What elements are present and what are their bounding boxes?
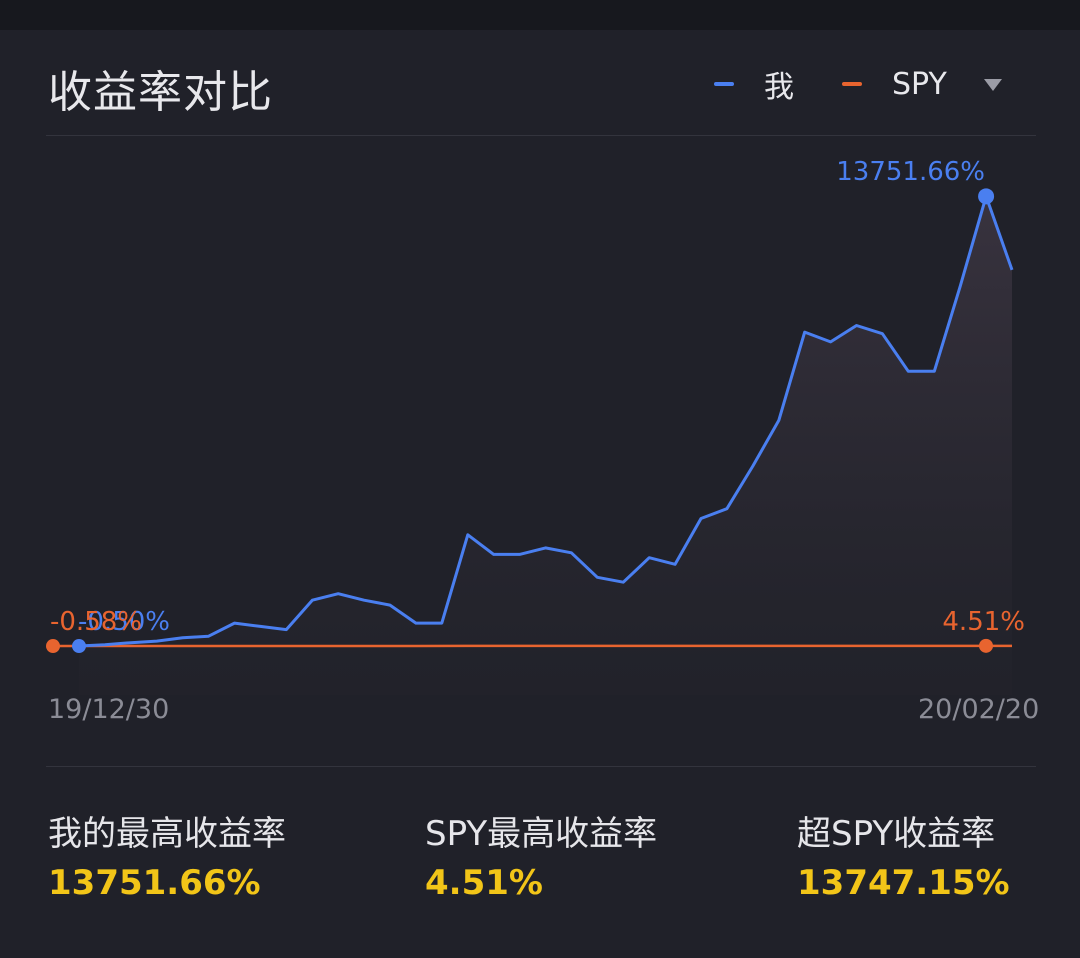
stat-excess-value: 13747.15% [797, 863, 1010, 903]
series-me-area [79, 196, 1012, 696]
stat-excess-label: 超SPY收益率 [797, 814, 996, 854]
legend-item-me[interactable]: 我 [714, 64, 794, 105]
spy-end-label: 4.51% [942, 607, 1025, 637]
legend-item-spy[interactable]: SPY [842, 64, 947, 104]
stat-spy-max-value: 4.51% [425, 863, 543, 903]
spy-start-point [46, 639, 60, 654]
me-peak-point [978, 188, 995, 205]
x-end-label: 20/02/20 [918, 694, 1040, 725]
stat-spy-max: SPY最高收益率 4.51% [425, 806, 657, 903]
stat-excess: 超SPY收益率 13747.15% [797, 806, 1010, 903]
me-peak-label: 13751.66% [836, 157, 985, 187]
spy-start-label: -0.58% [50, 607, 142, 637]
legend-label-me: 我 [764, 70, 794, 105]
stat-my-max: 我的最高收益率 13751.66% [48, 806, 286, 903]
legend-label-spy: SPY [892, 66, 947, 102]
stats-divider [46, 766, 1036, 767]
legend-swatch-me [714, 82, 734, 86]
stat-my-max-label: 我的最高收益率 [48, 814, 286, 854]
chart-title: 收益率对比 [48, 67, 273, 118]
caret-down-icon[interactable] [978, 72, 1008, 98]
legend-swatch-spy [842, 82, 862, 86]
series-me-line [78, 194, 1014, 648]
header-divider [46, 135, 1036, 136]
me-start-label: -0.50% [78, 607, 170, 637]
status-bar [0, 0, 1080, 30]
stat-spy-max-label: SPY最高收益率 [425, 814, 658, 854]
spy-end-point [979, 638, 993, 653]
stat-my-max-value: 13751.66% [48, 863, 261, 903]
x-start-label: 19/12/30 [48, 694, 170, 725]
me-start-point [72, 639, 86, 654]
